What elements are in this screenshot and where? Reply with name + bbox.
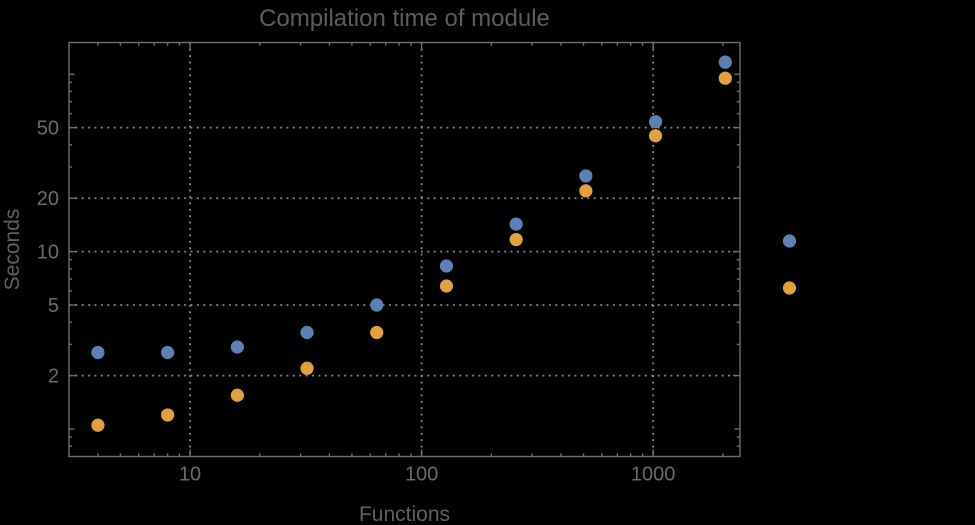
orange-series-point	[91, 418, 105, 432]
chart-title: Compilation time of module	[259, 5, 550, 32]
orange-series-point	[370, 325, 384, 340]
blue-series-point	[91, 345, 105, 360]
orange-series-point	[648, 129, 663, 143]
gridlines	[69, 42, 740, 457]
tick-labels: 10 100 1000 2 5 10 20 50	[37, 118, 676, 486]
x-tick-label: 100	[405, 464, 438, 486]
blue-series-point	[300, 325, 314, 340]
blue-series-point	[579, 169, 593, 183]
blue-series-point	[161, 345, 175, 360]
orange-series-point	[300, 361, 314, 375]
orange-series-point	[718, 71, 732, 85]
orange-series-point	[579, 184, 593, 198]
y-tick-label: 50	[37, 118, 59, 140]
orange-series-point	[161, 408, 175, 422]
blue-series-point	[648, 115, 663, 129]
blue-series-point	[439, 259, 454, 273]
y-tick-label: 10	[37, 242, 59, 264]
legend-marker-2	[782, 281, 797, 295]
blue-series-point	[509, 217, 523, 231]
legend	[782, 234, 797, 295]
tick-marks	[69, 42, 740, 457]
orange-series-point	[439, 279, 454, 293]
legend-marker-1	[782, 234, 797, 248]
blue-series-point	[718, 55, 732, 69]
x-tick-label: 1000	[631, 464, 676, 486]
x-axis-label: Functions	[359, 503, 450, 525]
y-tick-label: 5	[48, 295, 59, 317]
x-tick-label: 10	[179, 464, 201, 486]
y-tick-label: 20	[37, 188, 59, 210]
y-tick-label: 2	[48, 366, 59, 388]
orange-series-point	[230, 388, 244, 402]
data-points	[91, 55, 732, 432]
plot-frame	[68, 41, 741, 458]
orange-series-point	[509, 232, 523, 247]
blue-series-point	[370, 298, 384, 312]
y-axis-label: Seconds	[1, 209, 24, 291]
blue-series-point	[230, 340, 244, 354]
